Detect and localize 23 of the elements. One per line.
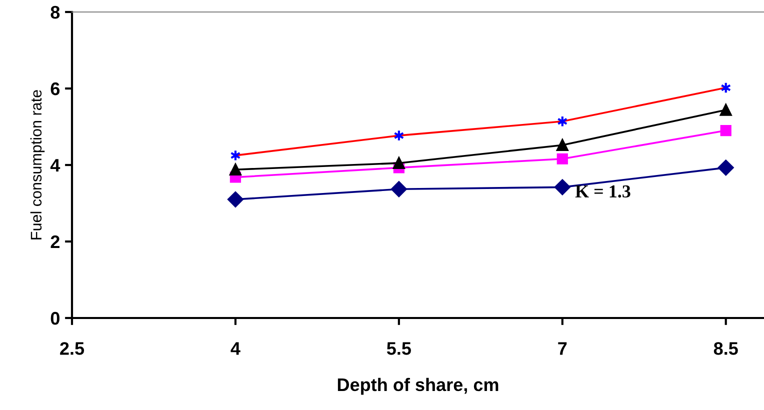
y-tick-label: 2 xyxy=(50,235,60,248)
y-tick-label: 8 xyxy=(50,6,60,19)
point xyxy=(556,139,568,152)
point xyxy=(228,192,244,208)
x-tick-label: 7 xyxy=(558,342,567,355)
x-tick-label: 5.5 xyxy=(386,342,411,355)
x-tick-label: 2.5 xyxy=(60,342,84,355)
point xyxy=(556,153,568,164)
y-tick-label: 4 xyxy=(50,159,60,172)
x-tick-label: 8.5 xyxy=(714,342,738,355)
y-axis-title: Fuel consumption rate xyxy=(30,90,45,240)
y-tick-label: 6 xyxy=(50,82,60,96)
point xyxy=(391,181,407,198)
point xyxy=(554,179,570,196)
x-tick-label: 4 xyxy=(230,342,240,355)
point xyxy=(720,125,732,136)
point xyxy=(720,104,732,116)
point xyxy=(230,164,242,176)
x-axis-title: Depth of share, cm xyxy=(338,378,498,395)
point xyxy=(718,160,734,176)
point xyxy=(393,157,405,169)
annotation: K = 1.3 xyxy=(575,185,630,198)
y-tick-label: 0 xyxy=(50,312,60,325)
